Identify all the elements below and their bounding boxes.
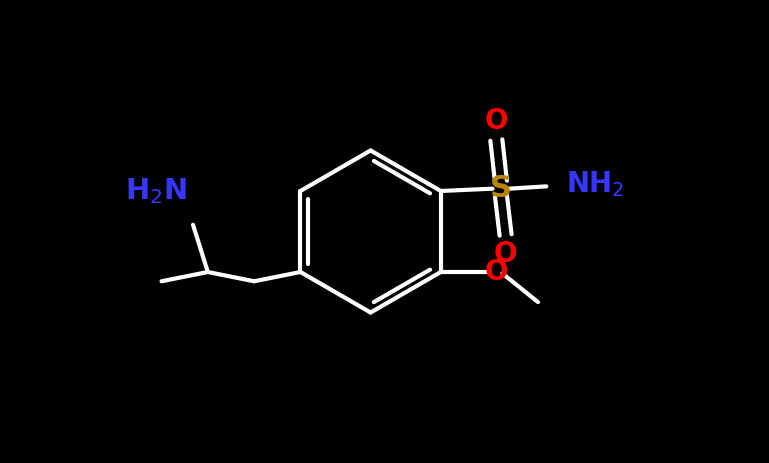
Text: NH$_2$: NH$_2$ (566, 169, 624, 199)
Text: O: O (494, 240, 518, 269)
Text: O: O (484, 106, 508, 135)
Text: S: S (490, 174, 512, 203)
Text: O: O (484, 258, 508, 286)
Text: H$_2$N: H$_2$N (125, 176, 187, 206)
